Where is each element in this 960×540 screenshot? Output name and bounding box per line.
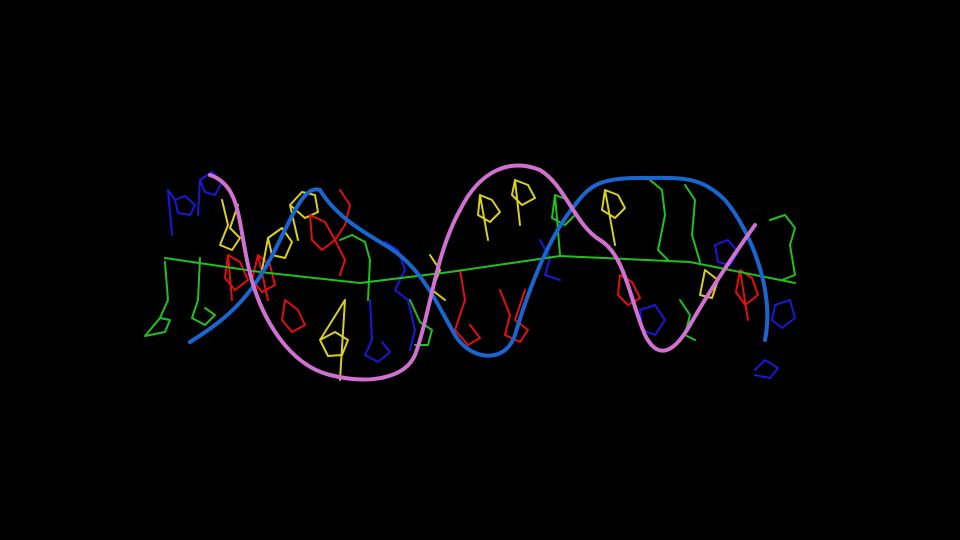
base-yellow	[261, 227, 293, 271]
base-green	[144, 261, 171, 337]
base-red	[499, 289, 529, 343]
base-yellow	[699, 269, 719, 299]
base-green	[684, 184, 701, 263]
base-yellow	[511, 179, 536, 226]
base-red	[224, 254, 249, 301]
base-red	[281, 299, 306, 333]
base-blue	[167, 189, 196, 236]
base-blue	[197, 171, 223, 216]
base-yellow	[601, 189, 626, 246]
base-yellow	[289, 191, 319, 241]
base-green	[409, 299, 433, 346]
axis-strand	[164, 255, 796, 284]
base-yellow	[319, 299, 349, 381]
base-green	[339, 234, 371, 301]
base-green	[679, 299, 696, 341]
base-blue	[771, 299, 796, 329]
base-green	[769, 214, 796, 281]
base-blue	[384, 241, 416, 351]
base-red	[454, 269, 481, 346]
base-green	[649, 179, 669, 261]
base-green	[191, 257, 216, 326]
base-red	[735, 269, 759, 321]
base-blue	[364, 299, 391, 363]
base-red	[251, 254, 276, 301]
backbone-blue	[188, 175, 770, 358]
base-red	[334, 189, 351, 276]
base-red	[309, 214, 336, 251]
base-yellow	[477, 194, 501, 241]
base-blue	[539, 239, 561, 281]
base-yellow	[219, 199, 241, 251]
backbone-pink	[208, 163, 757, 382]
base-blue	[754, 359, 779, 379]
